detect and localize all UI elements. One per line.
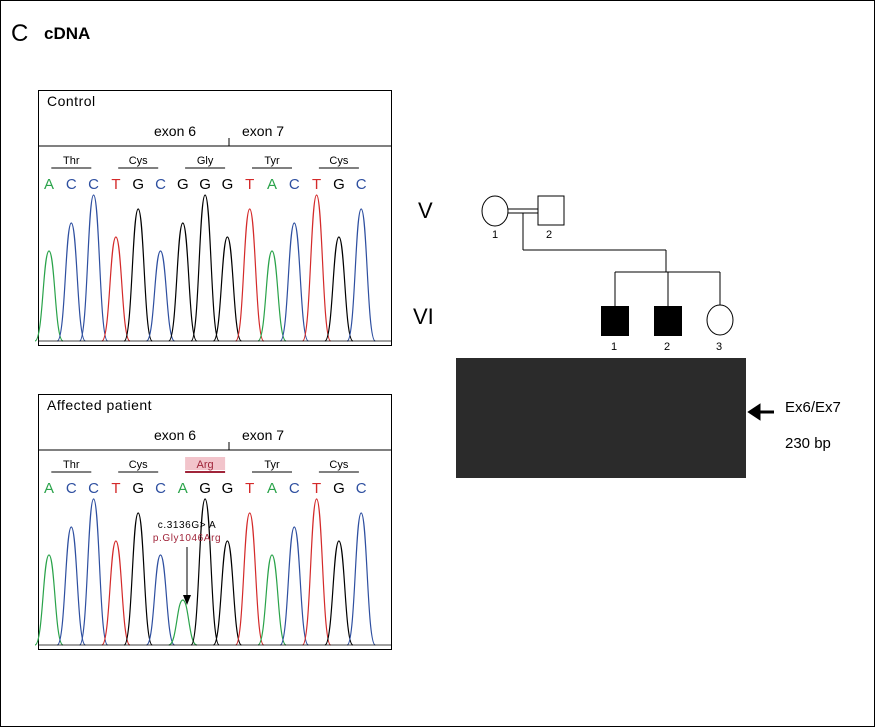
panel-title: cDNA bbox=[44, 24, 91, 43]
base-call: C bbox=[356, 480, 367, 497]
trace-peak bbox=[190, 498, 220, 646]
codon-label: Cys bbox=[329, 459, 348, 471]
base-call: C bbox=[155, 480, 166, 497]
trace-peak bbox=[101, 236, 131, 342]
base-call: G bbox=[199, 480, 211, 497]
base-call: A bbox=[44, 176, 54, 193]
exon6-label: exon 6 bbox=[154, 123, 196, 139]
mutation-protein-label: p.Gly1046Arg bbox=[153, 533, 221, 544]
base-call: T bbox=[245, 176, 254, 193]
base-call: G bbox=[333, 176, 345, 193]
base-call: G bbox=[132, 176, 144, 193]
control-label: Control bbox=[47, 93, 96, 109]
codon-label: Cys bbox=[129, 459, 148, 471]
codon-label: Thr bbox=[63, 155, 80, 167]
base-call: C bbox=[155, 176, 166, 193]
trace-peak bbox=[302, 194, 332, 342]
trace-peak bbox=[212, 236, 242, 342]
trace-peak bbox=[257, 554, 287, 646]
trace-peak bbox=[168, 222, 198, 342]
base-call: G bbox=[177, 176, 189, 193]
base-call: G bbox=[132, 480, 144, 497]
base-call: C bbox=[66, 176, 77, 193]
band-label: Ex6/Ex7 bbox=[785, 399, 841, 416]
exon6-label: exon 6 bbox=[154, 427, 196, 443]
mutant-codon-highlight bbox=[185, 457, 226, 470]
trace-peak bbox=[346, 512, 376, 646]
base-call: C bbox=[88, 176, 99, 193]
base-call: T bbox=[111, 176, 120, 193]
trace-peak bbox=[168, 599, 198, 646]
pedigree-number: 1 bbox=[492, 229, 499, 241]
trace-peak bbox=[34, 554, 64, 646]
base-call: G bbox=[199, 176, 211, 193]
exon7-label: exon 7 bbox=[242, 427, 284, 443]
trace-peak bbox=[235, 208, 265, 342]
base-call: T bbox=[111, 480, 120, 497]
generation-v-label: V bbox=[418, 198, 433, 223]
base-call: T bbox=[312, 480, 321, 497]
base-call: C bbox=[88, 480, 99, 497]
base-call: C bbox=[66, 480, 77, 497]
pedigree-number: 2 bbox=[664, 341, 671, 353]
generation-vi-label: VI bbox=[413, 304, 434, 329]
base-call: A bbox=[178, 480, 188, 497]
pedigree-number: 1 bbox=[611, 341, 618, 353]
codon-label: Arg bbox=[197, 459, 214, 471]
codon-label: Tyr bbox=[264, 459, 280, 471]
mutation-arrowhead bbox=[183, 595, 191, 605]
base-call: A bbox=[267, 480, 277, 497]
codon-label: Tyr bbox=[264, 155, 280, 167]
base-call: G bbox=[222, 480, 234, 497]
codon-label: Gly bbox=[197, 155, 214, 167]
trace-peak bbox=[145, 554, 176, 646]
base-call: G bbox=[222, 176, 234, 193]
band-size-label: 230 bp bbox=[785, 435, 831, 452]
base-call: A bbox=[44, 480, 54, 497]
base-call: C bbox=[289, 480, 300, 497]
trace-peak bbox=[190, 194, 220, 342]
trace-peak bbox=[257, 250, 287, 342]
trace-peak bbox=[145, 250, 176, 342]
base-call: C bbox=[289, 176, 300, 193]
patient-chromatogram: Affected patient exon 6 exon 7 Thr Cys Arg… bbox=[34, 394, 392, 650]
trace-peak bbox=[279, 222, 309, 342]
codon-label: Cys bbox=[329, 155, 348, 167]
trace-peak bbox=[79, 194, 109, 342]
trace-peak bbox=[235, 512, 265, 646]
codon-label: Cys bbox=[129, 155, 148, 167]
panel-letter: C bbox=[11, 20, 29, 47]
patient-label: Affected patient bbox=[47, 397, 153, 413]
base-call: T bbox=[245, 480, 254, 497]
trace-peak bbox=[324, 540, 354, 646]
trace-peak bbox=[34, 250, 64, 342]
trace-peak bbox=[346, 208, 376, 342]
trace-peak bbox=[324, 236, 354, 342]
trace-peak bbox=[279, 526, 309, 646]
trace-peak bbox=[302, 498, 332, 646]
trace-peak bbox=[123, 512, 153, 646]
pedigree-number: 2 bbox=[546, 229, 553, 241]
base-call: C bbox=[356, 176, 367, 193]
base-call: A bbox=[267, 176, 277, 193]
trace-peak bbox=[56, 222, 86, 342]
trace-peak bbox=[212, 540, 242, 646]
base-call: G bbox=[333, 480, 345, 497]
trace-peak bbox=[123, 208, 153, 342]
trace-peak bbox=[79, 498, 109, 646]
codon-label: Thr bbox=[63, 459, 80, 471]
pedigree-number: 3 bbox=[716, 341, 723, 353]
mutation-cdna-label: c.3136G> A bbox=[158, 520, 217, 531]
exon7-label: exon 7 bbox=[242, 123, 284, 139]
agarose-gel bbox=[456, 358, 746, 478]
base-call: T bbox=[312, 176, 321, 193]
trace-peak bbox=[101, 540, 131, 646]
trace-peak bbox=[56, 526, 86, 646]
